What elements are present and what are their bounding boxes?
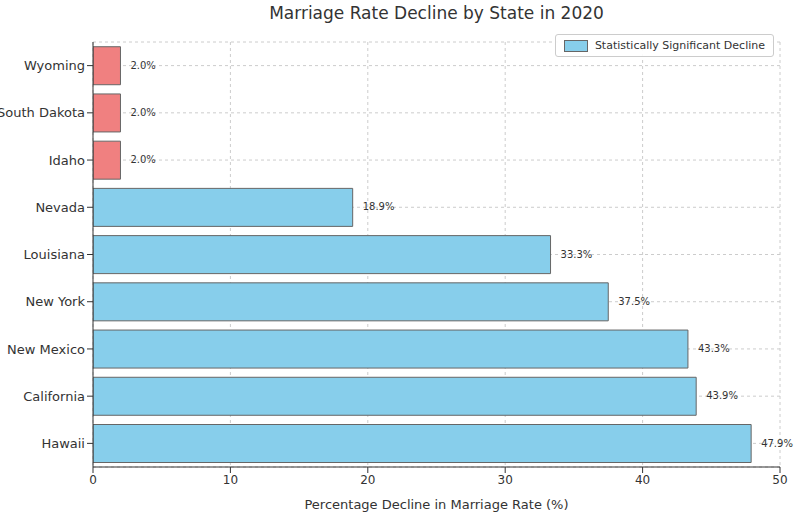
svg-text:33.3%: 33.3% <box>561 249 593 260</box>
svg-text:2.0%: 2.0% <box>130 154 155 165</box>
svg-text:47.9%: 47.9% <box>761 438 792 449</box>
svg-text:20: 20 <box>360 473 375 487</box>
svg-text:50: 50 <box>772 473 787 487</box>
svg-text:South Dakota: South Dakota <box>8 105 85 120</box>
svg-text:California: California <box>23 389 85 404</box>
svg-text:2.0%: 2.0% <box>130 107 155 118</box>
svg-text:43.3%: 43.3% <box>698 343 730 354</box>
svg-text:30: 30 <box>498 473 513 487</box>
svg-text:Hawaii: Hawaii <box>41 436 85 451</box>
svg-text:40: 40 <box>635 473 650 487</box>
svg-text:0: 0 <box>89 473 97 487</box>
svg-text:New York: New York <box>25 294 85 309</box>
svg-text:43.9%: 43.9% <box>706 390 738 401</box>
svg-text:New Mexico: New Mexico <box>8 342 85 357</box>
svg-text:Idaho: Idaho <box>49 153 85 168</box>
svg-text:10: 10 <box>223 473 238 487</box>
html-text:Marriage Rate Decline by State: Marriage Rate Decline by State in 2020 <box>269 3 604 23</box>
svg-text:2.0%: 2.0% <box>130 60 155 71</box>
svg-text:18.9%: 18.9% <box>363 201 395 212</box>
svg-text:Louisiana: Louisiana <box>24 247 85 262</box>
svg-text:Percentage Decline in Marriage: Percentage Decline in Marriage Rate (%) <box>304 497 568 512</box>
svg-text:Wyoming: Wyoming <box>24 58 85 73</box>
svg-text:37.5%: 37.5% <box>618 296 650 307</box>
svg-text:Nevada: Nevada <box>35 200 85 215</box>
html-text:Statistically Significant Decl: Statistically Significant Decline <box>594 39 765 52</box>
